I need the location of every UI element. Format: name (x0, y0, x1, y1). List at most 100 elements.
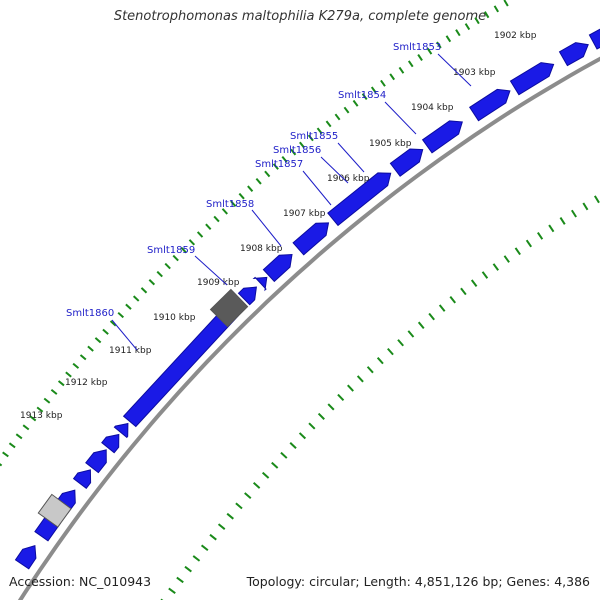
gene-arrow[interactable] (262, 253, 293, 283)
track-dot (593, 195, 600, 204)
accession-label: Accession: NC_010943 (9, 574, 152, 589)
track-dot (389, 73, 396, 81)
gene-label[interactable]: Smlt1854 (338, 90, 386, 101)
track-dot (217, 523, 226, 530)
gene-leader-line (384, 101, 417, 135)
track-dot (289, 442, 297, 449)
outer-dotted-track (0, 0, 509, 467)
track-dot (307, 134, 314, 142)
track-dot (470, 279, 478, 287)
gene-arrow[interactable] (469, 88, 511, 122)
kbp-tick-label: 1905 kbp (369, 139, 412, 149)
track-dot (235, 502, 243, 510)
genome-summary: Topology: circular; Length: 4,851,126 bp… (246, 574, 590, 589)
track-dot (172, 254, 179, 262)
track-dot (503, 0, 509, 7)
track-dot (180, 246, 187, 254)
gene-arrow[interactable] (421, 120, 463, 154)
track-dot (281, 155, 288, 163)
gene-arrow[interactable] (389, 148, 424, 177)
gene-label[interactable]: Smlt1853 (393, 42, 441, 53)
map-title: Stenotrophomonas maltophilia K279a, comp… (113, 9, 487, 24)
gene-arrow[interactable] (85, 449, 107, 474)
gene-smlt1856-box[interactable] (209, 288, 249, 328)
track-dot (380, 79, 386, 87)
track-dot (438, 304, 446, 312)
gene-arrow[interactable] (292, 222, 330, 256)
track-dot (255, 177, 262, 185)
track-dot (449, 295, 457, 304)
gene-leader-line (302, 170, 332, 206)
track-dot (192, 555, 201, 562)
track-dot (125, 303, 132, 310)
track-dot (29, 415, 37, 422)
track-dot (334, 113, 341, 121)
gene-arrow[interactable] (14, 544, 37, 570)
track-dot (176, 576, 184, 584)
gene-label[interactable]: Smlt1857 (255, 159, 303, 170)
track-dot (460, 287, 467, 296)
track-dot (140, 287, 148, 294)
gene-label[interactable]: Smlt1858 (206, 199, 254, 210)
inner-dotted-track (160, 195, 600, 600)
track-dot (537, 232, 544, 240)
track-dot (370, 86, 377, 94)
track-dot (387, 347, 394, 356)
track-dot (272, 163, 279, 170)
track-dot (347, 384, 354, 392)
track-dot (397, 339, 404, 347)
gene-label[interactable]: Smlt1859 (147, 245, 195, 256)
track-dot (407, 60, 414, 68)
track-dot (168, 587, 176, 595)
track-dot (200, 544, 209, 552)
gene-label[interactable]: Smlt1856 (273, 145, 321, 156)
track-dot (493, 5, 500, 13)
gene-arrow[interactable] (509, 62, 555, 96)
track-dot (376, 356, 384, 365)
kbp-tick-label: 1909 kbp (197, 278, 240, 288)
track-dot (238, 192, 245, 200)
gene-label[interactable]: Smlt1860 (66, 308, 114, 319)
track-dot (308, 422, 316, 430)
track-dot (209, 533, 217, 541)
track-dot (417, 321, 425, 329)
gene-arrow[interactable] (327, 172, 392, 227)
track-dot (428, 312, 435, 321)
track-dot (445, 35, 452, 43)
track-dot (356, 375, 364, 383)
gene-arrow[interactable] (237, 286, 257, 306)
track-dot (398, 66, 405, 74)
track-dot (36, 406, 44, 413)
track-dot (196, 231, 204, 238)
track-dot (352, 99, 359, 107)
track-dot (570, 209, 577, 218)
gene-arrow[interactable] (113, 422, 129, 439)
gene-arrow[interactable] (252, 276, 268, 292)
track-dot (481, 271, 489, 279)
track-dot (327, 403, 335, 411)
gene-smlt1853-box[interactable] (37, 493, 72, 528)
track-dot (426, 47, 433, 55)
track-dot (503, 255, 510, 263)
track-dot (0, 463, 3, 467)
track-dot (221, 208, 228, 215)
track-dot (109, 320, 117, 327)
track-dot (514, 247, 521, 256)
gene-label[interactable]: Smlt1855 (290, 131, 338, 142)
track-dot (484, 11, 490, 19)
track-dot (316, 127, 323, 135)
track-dot (492, 263, 500, 271)
gene-leader-line (194, 255, 228, 286)
track-dot (57, 380, 65, 387)
gene-arrow[interactable] (72, 469, 92, 490)
kbp-tick-label: 1906 kbp (327, 174, 370, 184)
kbp-tick-label: 1911 kbp (109, 346, 152, 356)
gene-arrow[interactable] (101, 433, 120, 454)
kbp-tick-label: 1903 kbp (453, 68, 496, 78)
gene-arrow[interactable] (588, 28, 600, 50)
genome-backbone (17, 56, 600, 600)
gene-arrow[interactable] (558, 42, 589, 67)
gene-leader-line (320, 156, 349, 184)
kbp-tick-label: 1912 kbp (65, 378, 108, 388)
